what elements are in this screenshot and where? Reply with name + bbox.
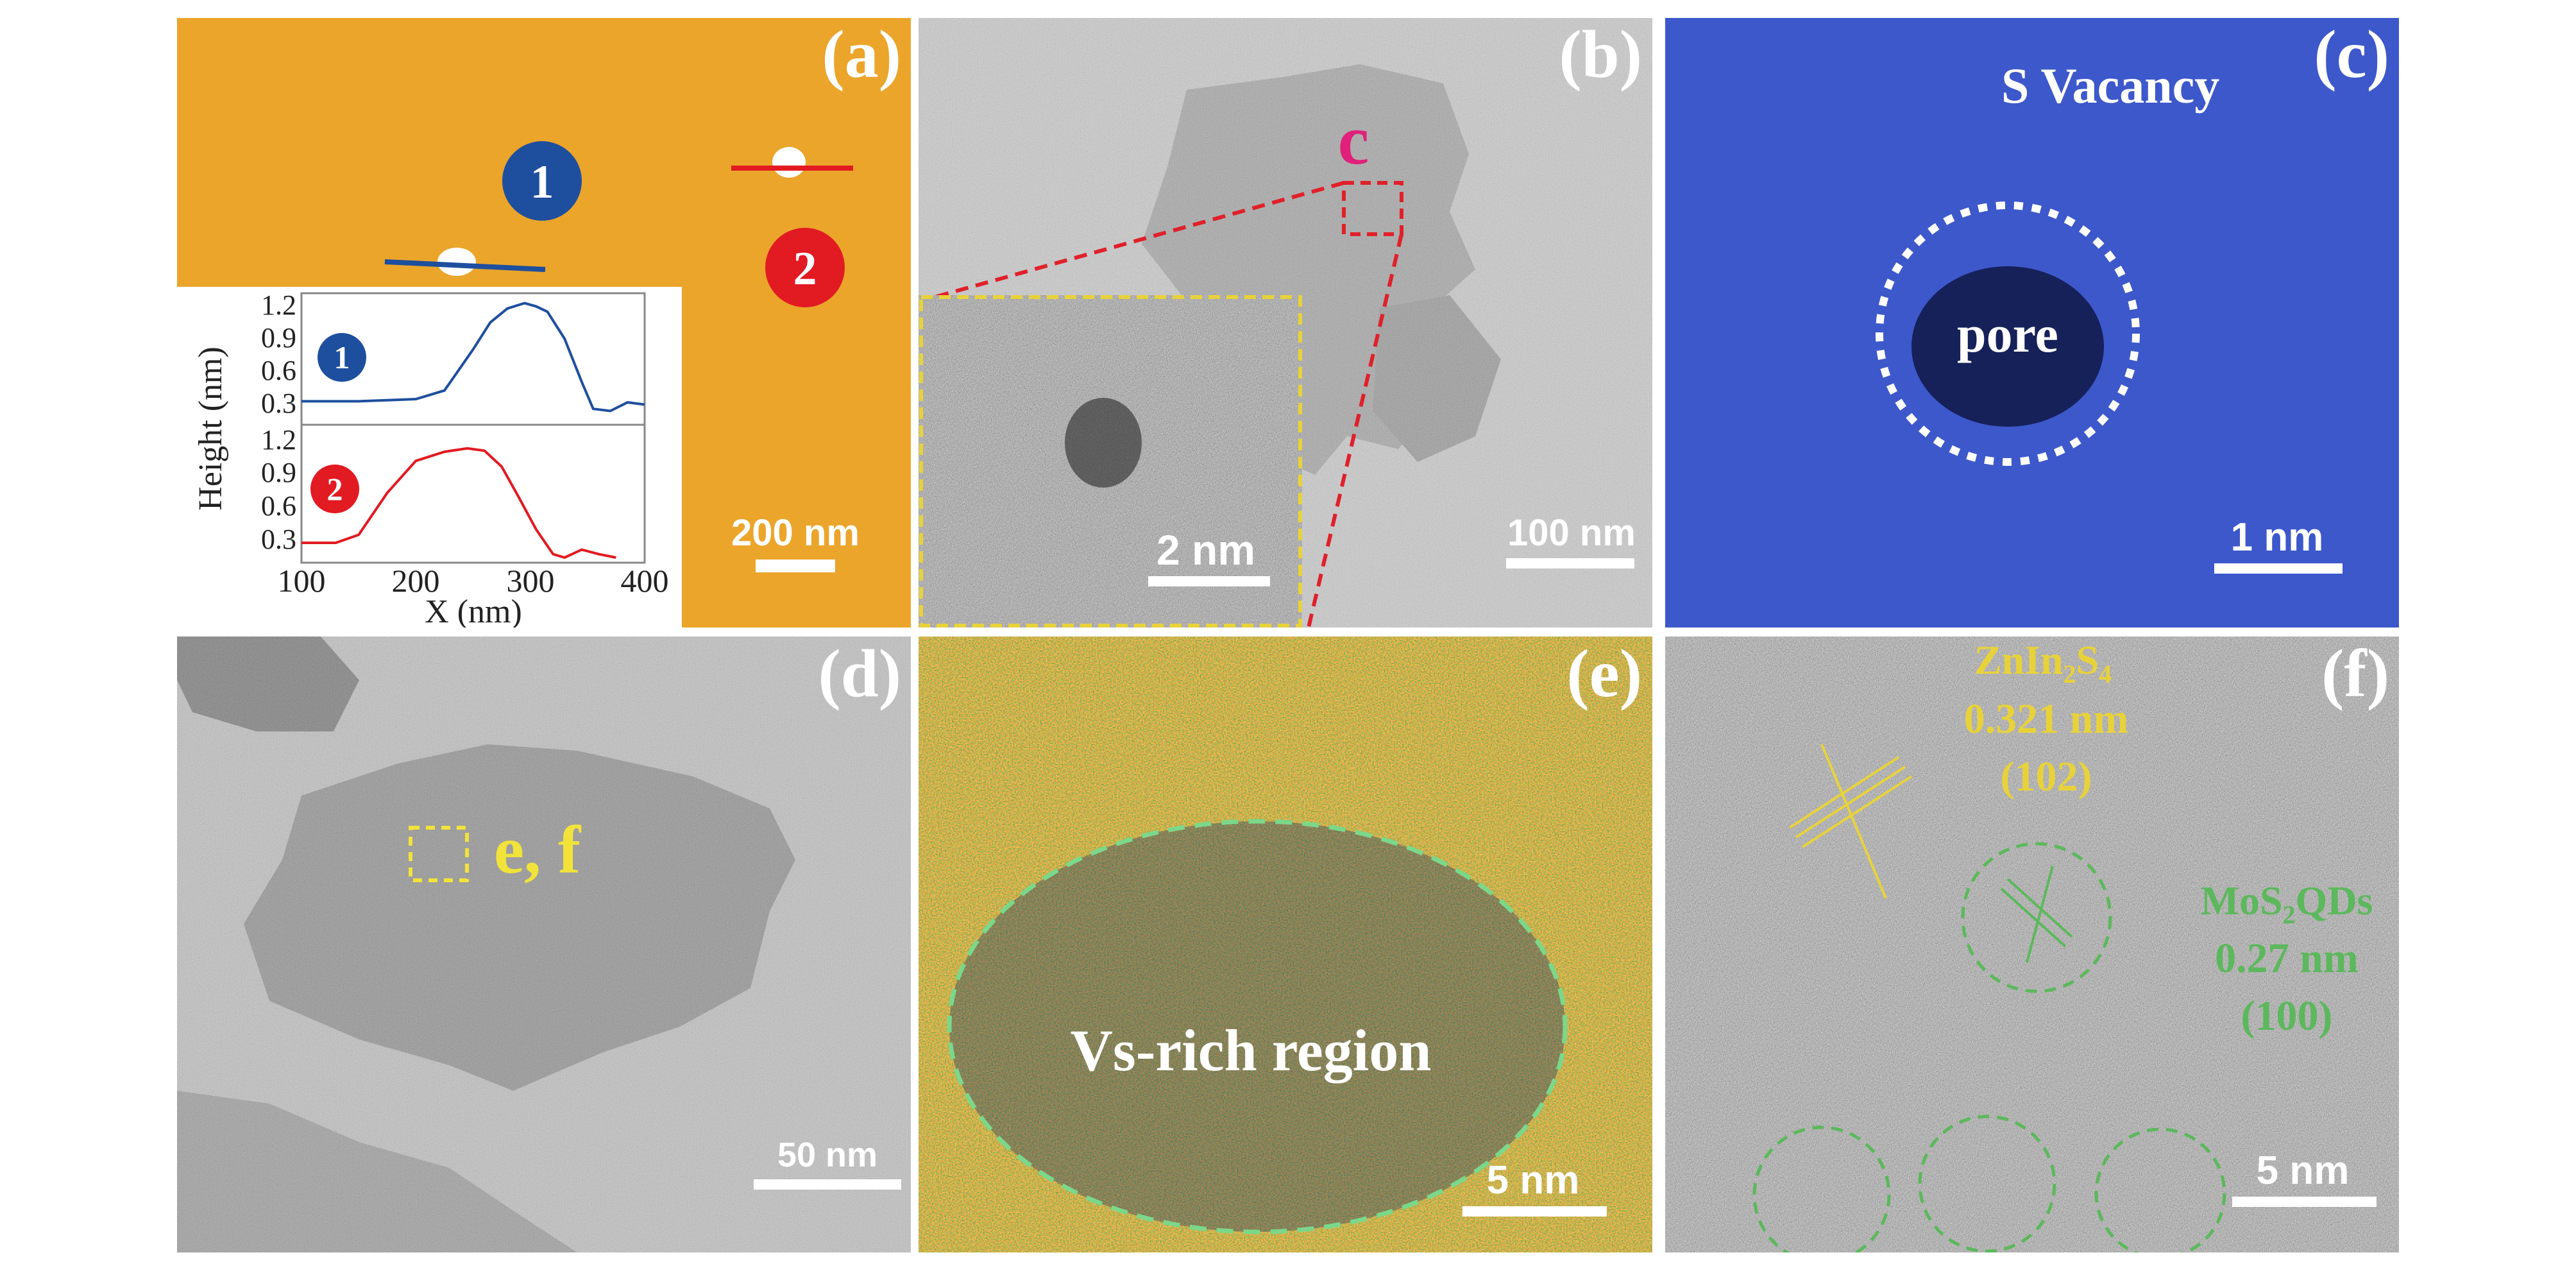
- mos2-lattice-fringes: [2000, 866, 2073, 963]
- roi-box-ef: [409, 826, 469, 882]
- mos2-plane: (100): [2241, 993, 2333, 1039]
- panel-e-scale-text: 5 nm: [1487, 1158, 1580, 1202]
- inset-scale-text: 2 nm: [1157, 526, 1255, 574]
- panel-b-scale-text: 100 nm: [1507, 512, 1636, 554]
- panel-e-label: (e): [1566, 636, 1642, 711]
- particle-2: [772, 147, 806, 178]
- zis-plane: (102): [2001, 753, 2092, 800]
- panel-f-scale-text: 5 nm: [2257, 1149, 2350, 1193]
- xtick-label: 200: [392, 563, 440, 599]
- projection-line-left: [919, 181, 1344, 303]
- panel-d-scale-bar: [754, 1179, 901, 1190]
- hrtem-inset-frame: [919, 295, 1302, 628]
- ytick-label: 0.9: [261, 322, 296, 354]
- ytick-label: 0.9: [261, 457, 296, 488]
- panel-a-label: (a): [822, 17, 901, 92]
- plot-frame-2: [300, 423, 646, 564]
- mos2-qd-outline: [1752, 1125, 1891, 1252]
- marker-1: [502, 141, 582, 221]
- ytick-label: 0.6: [261, 490, 296, 522]
- panel-f-scale-bar: [2232, 1197, 2377, 1207]
- panel-c: pore S Vacancy (c) 1 nm: [1665, 17, 2399, 628]
- series-marker-2: [310, 465, 359, 513]
- panel-a: 1 2 (a) 200 nm 1.2 0.9 0.6 0.3 1.2 0.9 0…: [177, 17, 911, 630]
- panel-b-scale-bar: [1506, 558, 1634, 568]
- panel-c-scale-bar: [2214, 563, 2343, 574]
- zis-lattice-fringes: [1788, 744, 1913, 899]
- yticks-upper: 1.2 0.9 0.6 0.3: [261, 289, 296, 419]
- mos2-qd-outline: [2094, 1127, 2226, 1252]
- yticks-lower: 1.2 0.9 0.6 0.3: [261, 424, 296, 555]
- panel-f-label: (f): [2321, 636, 2389, 711]
- vs-rich-region-outline: [947, 819, 1568, 1235]
- inset-xlabel: X (nm): [425, 594, 522, 630]
- roi-box-c: [1342, 181, 1403, 236]
- vs-rich-region-shade: [949, 821, 1565, 1232]
- xtick-label: 300: [507, 563, 555, 599]
- panel-e-scale-bar: [1462, 1206, 1607, 1217]
- vs-rich-region-label: Vs-rich region: [1070, 1018, 1431, 1083]
- ytick-label: 1.2: [261, 289, 296, 321]
- projection-line-right: [1307, 234, 1403, 628]
- roi-label-ef: e, f: [494, 812, 582, 887]
- ytick-label: 0.3: [261, 388, 296, 419]
- marker-1-label: 1: [530, 156, 554, 209]
- inset-scale-bar: [1148, 576, 1270, 586]
- panel-a-scale-text: 200 nm: [731, 512, 860, 554]
- mos2-spacing: 0.27 nm: [2215, 935, 2359, 982]
- particle-1: [437, 248, 476, 276]
- ytick-label: 1.2: [261, 424, 296, 456]
- series-line-2: [301, 447, 616, 560]
- xticks: 100 200 300 400: [278, 563, 669, 599]
- mos2-qd-outline-main: [1961, 842, 2112, 993]
- s-vacancy-label: S Vacancy: [2001, 58, 2219, 114]
- height-profile-inset: 1.2 0.9 0.6 0.3 1.2 0.9 0.6 0.3 100 200 …: [177, 287, 682, 630]
- panel-e-lattice: [919, 636, 1652, 1252]
- marker-2-label: 2: [793, 243, 817, 295]
- series-marker-2-label: 2: [327, 471, 343, 507]
- panel-b: c 2 nm (b) 100 nm: [919, 17, 1652, 628]
- pore-dark-region: [1911, 266, 2104, 427]
- panel-c-scale-text: 1 nm: [2231, 515, 2324, 560]
- marker-2: [765, 228, 845, 307]
- zis-spacing: 0.321 nm: [1964, 696, 2129, 742]
- pore-label: pore: [1957, 305, 2058, 363]
- panel-f: ZnIn2S4 0.321 nm (102) MoS2QDs 0.27 nm (…: [1665, 636, 2399, 1252]
- panel-d-label: (d): [818, 636, 901, 711]
- series-line-1: [301, 302, 645, 413]
- inset-ylabel: Height (nm): [192, 346, 229, 511]
- ytick-label: 0.3: [261, 524, 296, 555]
- panel-d-grain: [177, 636, 911, 1252]
- panel-b-label: (b): [1559, 17, 1642, 92]
- hrtem-dark-core: [1065, 398, 1142, 488]
- xtick-label: 400: [621, 563, 669, 599]
- panel-c-label: (c): [2314, 17, 2389, 92]
- roi-label-c: c: [1338, 101, 1369, 179]
- profile-line-1: [384, 259, 546, 272]
- series-marker-1: [318, 333, 366, 382]
- mos2-qd-outline: [1918, 1115, 2056, 1252]
- panel-a-scale-bar: [756, 560, 835, 572]
- series-marker-1-label: 1: [334, 339, 350, 375]
- ytick-label: 0.6: [261, 355, 296, 386]
- panel-d: e, f (d) 50 nm: [177, 636, 911, 1252]
- zis-formula: ZnIn2S4: [1974, 637, 2112, 688]
- xtick-label: 100: [278, 563, 326, 599]
- panel-e: Vs-rich region (e) 5 nm: [919, 636, 1652, 1252]
- panel-d-scale-text: 50 nm: [777, 1136, 877, 1174]
- pore-outline: [1876, 201, 2140, 466]
